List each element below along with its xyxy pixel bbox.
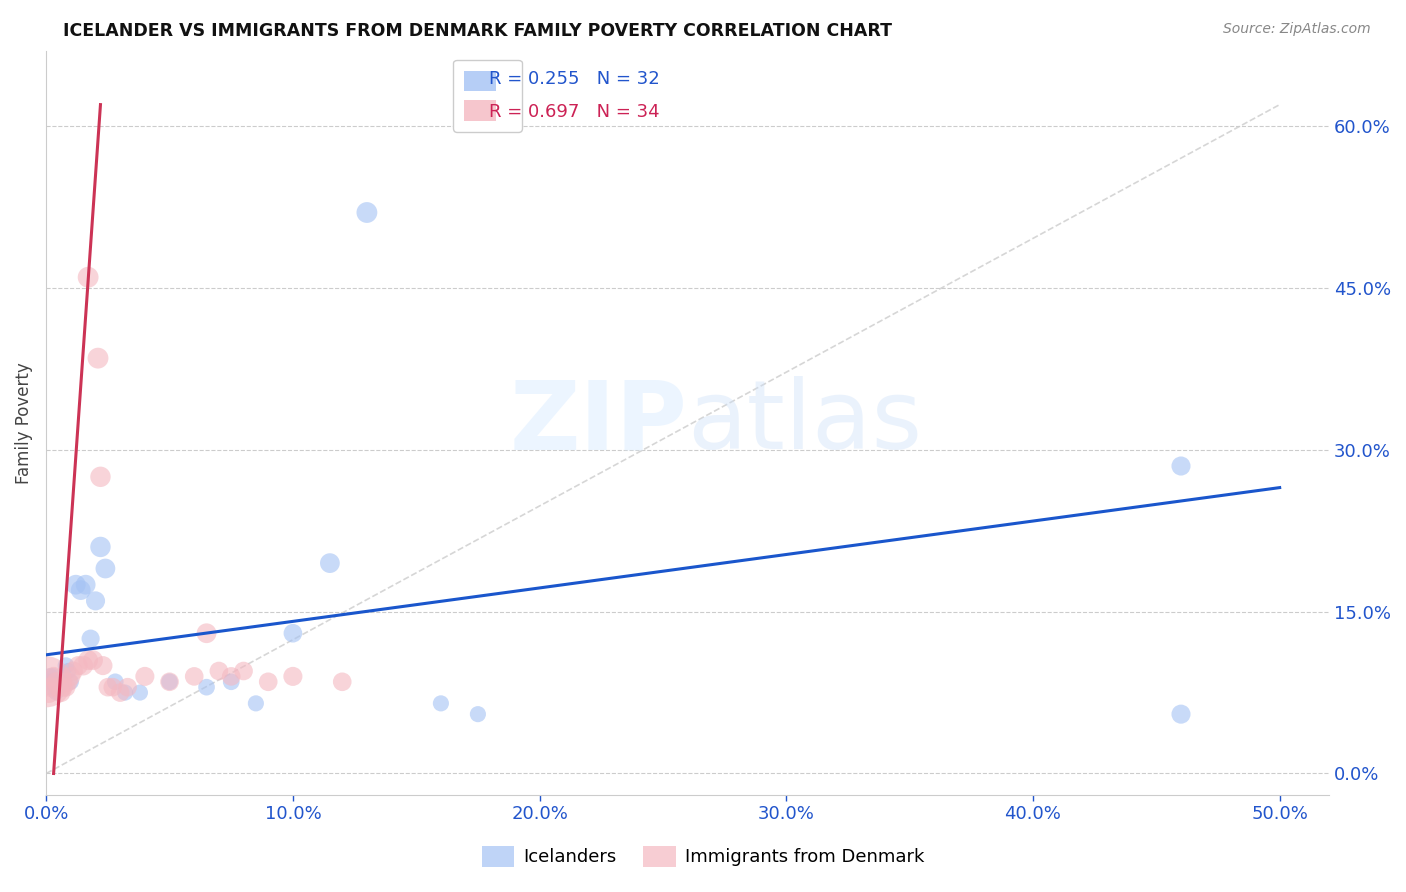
- Immigrants from Denmark: [159, 674, 181, 689]
- Icelanders: [38, 669, 60, 683]
- Immigrants from Denmark: [49, 685, 72, 699]
- Icelanders: [245, 697, 267, 711]
- Immigrants from Denmark: [97, 680, 120, 694]
- Immigrants from Denmark: [39, 680, 62, 694]
- Icelanders: [114, 685, 136, 699]
- Immigrants from Denmark: [101, 680, 124, 694]
- Icelanders: [45, 685, 67, 699]
- Immigrants from Denmark: [52, 680, 75, 694]
- Icelanders: [319, 556, 342, 570]
- Immigrants from Denmark: [45, 674, 67, 689]
- Immigrants from Denmark: [219, 669, 242, 683]
- Immigrants from Denmark: [59, 669, 82, 683]
- Immigrants from Denmark: [117, 680, 139, 694]
- Immigrants from Denmark: [89, 470, 111, 484]
- Icelanders: [55, 658, 77, 673]
- Icelanders: [69, 583, 91, 598]
- Immigrants from Denmark: [232, 664, 254, 678]
- Icelanders: [42, 669, 65, 683]
- Icelanders: [48, 680, 70, 694]
- Legend:  ,  : ,: [453, 60, 522, 132]
- Icelanders: [159, 674, 181, 689]
- Icelanders: [129, 685, 152, 699]
- Icelanders: [89, 540, 111, 554]
- Y-axis label: Family Poverty: Family Poverty: [15, 362, 32, 483]
- Immigrants from Denmark: [183, 669, 205, 683]
- Immigrants from Denmark: [42, 669, 65, 683]
- Icelanders: [219, 674, 242, 689]
- Immigrants from Denmark: [62, 664, 84, 678]
- Icelanders: [281, 626, 304, 640]
- Immigrants from Denmark: [35, 674, 58, 689]
- Text: ZIP: ZIP: [510, 376, 688, 469]
- Immigrants from Denmark: [195, 626, 218, 640]
- Immigrants from Denmark: [77, 653, 100, 667]
- Immigrants from Denmark: [72, 658, 94, 673]
- Immigrants from Denmark: [38, 685, 60, 699]
- Immigrants from Denmark: [281, 669, 304, 683]
- Icelanders: [356, 205, 378, 219]
- Icelanders: [1170, 707, 1192, 722]
- Immigrants from Denmark: [58, 674, 80, 689]
- Immigrants from Denmark: [257, 674, 280, 689]
- Immigrants from Denmark: [208, 664, 231, 678]
- Icelanders: [59, 674, 82, 689]
- Immigrants from Denmark: [48, 680, 70, 694]
- Icelanders: [65, 577, 87, 591]
- Icelanders: [49, 674, 72, 689]
- Icelanders: [195, 680, 218, 694]
- Immigrants from Denmark: [77, 270, 100, 285]
- Immigrants from Denmark: [87, 351, 110, 366]
- Immigrants from Denmark: [330, 674, 353, 689]
- Text: Source: ZipAtlas.com: Source: ZipAtlas.com: [1223, 22, 1371, 37]
- Icelanders: [1170, 458, 1192, 473]
- Icelanders: [104, 674, 127, 689]
- Icelanders: [430, 697, 453, 711]
- Text: atlas: atlas: [688, 376, 922, 469]
- Icelanders: [467, 707, 489, 722]
- Icelanders: [37, 674, 59, 689]
- Text: R = 0.697   N = 34: R = 0.697 N = 34: [489, 103, 659, 120]
- Immigrants from Denmark: [55, 680, 77, 694]
- Text: ICELANDER VS IMMIGRANTS FROM DENMARK FAMILY POVERTY CORRELATION CHART: ICELANDER VS IMMIGRANTS FROM DENMARK FAM…: [63, 22, 893, 40]
- Immigrants from Denmark: [82, 653, 104, 667]
- Icelanders: [38, 680, 60, 694]
- Icelanders: [94, 561, 117, 575]
- Icelanders: [58, 664, 80, 678]
- Icelanders: [75, 577, 97, 591]
- Legend: Icelanders, Immigrants from Denmark: Icelanders, Immigrants from Denmark: [474, 838, 932, 874]
- Icelanders: [84, 594, 107, 608]
- Immigrants from Denmark: [108, 685, 131, 699]
- Immigrants from Denmark: [134, 669, 156, 683]
- Icelanders: [79, 632, 101, 646]
- Text: R = 0.255   N = 32: R = 0.255 N = 32: [489, 70, 659, 88]
- Immigrants from Denmark: [91, 658, 114, 673]
- Icelanders: [39, 674, 62, 689]
- Immigrants from Denmark: [67, 658, 90, 673]
